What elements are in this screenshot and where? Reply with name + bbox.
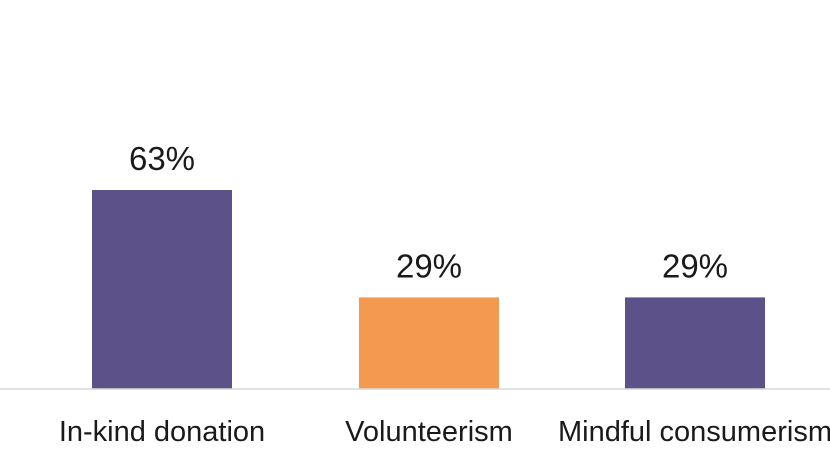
bar-0 bbox=[92, 190, 232, 389]
bar-2 bbox=[625, 297, 765, 389]
category-label-1: Volunteerism bbox=[345, 416, 513, 448]
category-labels-group: In-kind donation Volunteerism Mindful cons… bbox=[59, 416, 830, 448]
data-labels-group: 63% 29% 29% bbox=[129, 140, 728, 284]
data-label-0: 63% bbox=[129, 140, 195, 177]
data-label-2: 29% bbox=[662, 247, 728, 284]
data-label-1: 29% bbox=[396, 247, 462, 284]
bars-group bbox=[92, 190, 765, 389]
bar-1 bbox=[359, 297, 499, 389]
category-label-0: In-kind donation bbox=[59, 416, 265, 448]
category-label-2: Mindful consumerism bbox=[558, 416, 830, 448]
